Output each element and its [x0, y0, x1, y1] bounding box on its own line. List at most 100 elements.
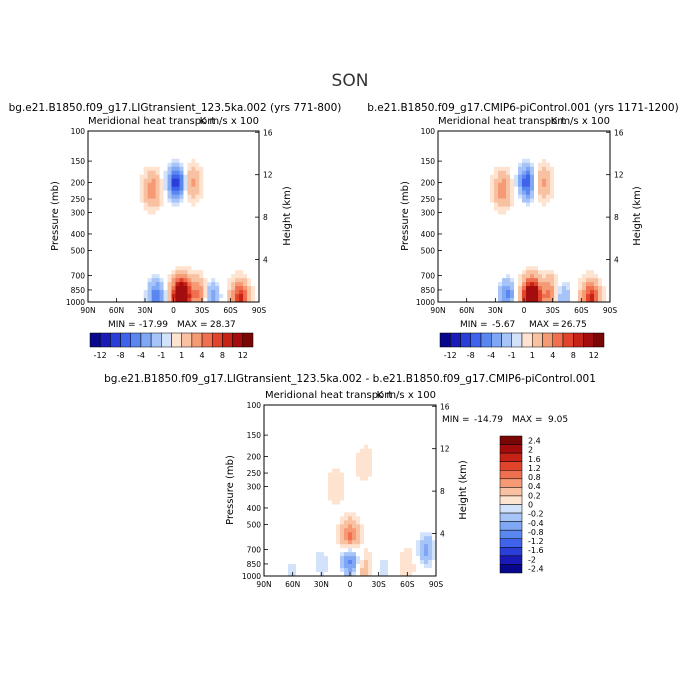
heatmap-cell: [272, 560, 277, 565]
heatmap-cell: [123, 190, 129, 196]
heatmap-cell: [466, 190, 471, 196]
heatmap-cell: [578, 182, 583, 188]
heatmap-cell: [131, 230, 137, 235]
heatmap-cell: [602, 162, 607, 168]
heatmap-cell: [167, 142, 172, 148]
heatmap-cell: [486, 170, 491, 176]
heatmap-cell: [498, 186, 503, 192]
heatmap-cell: [336, 560, 341, 565]
heatmap-cell: [474, 206, 479, 211]
heatmap-cell: [538, 158, 543, 164]
heatmap-cell: [312, 452, 317, 458]
heatmap-cell: [360, 544, 365, 549]
heatmap-cell: [538, 166, 543, 172]
heatmap-cell: [506, 222, 511, 227]
heatmap-cell: [316, 464, 321, 470]
heatmap-cell: [292, 520, 297, 525]
heatmap-cell: [324, 472, 329, 477]
heatmap-cell: [147, 178, 153, 184]
heatmap-cell: [340, 428, 345, 434]
heatmap-cell: [207, 290, 212, 295]
heatmap-cell: [272, 452, 277, 458]
heatmap-cell: [478, 266, 483, 271]
heatmap-cell: [324, 520, 329, 525]
heatmap-cell: [356, 528, 361, 533]
heatmap-cell: [155, 210, 160, 215]
heatmap-cell: [91, 150, 97, 156]
heatmap-cell: [227, 158, 232, 164]
heatmap-cell: [235, 170, 240, 176]
heatmap-cell: [288, 536, 293, 541]
heatmap-cell: [292, 512, 297, 517]
heatmap-cell: [574, 134, 579, 140]
heatmap-cell: [123, 250, 129, 255]
heatmap-cell: [494, 142, 499, 148]
heatmap-cell: [558, 286, 563, 291]
heatmap-cell: [272, 448, 277, 454]
heatmap-cell: [546, 186, 551, 192]
heatmap-cell: [546, 158, 551, 164]
heatmap-cell: [360, 504, 365, 509]
heatmap-cell: [514, 178, 519, 184]
heatmap-cell: [88, 290, 93, 295]
heatmap-cell: [95, 150, 101, 156]
heatmap-cell: [462, 242, 467, 247]
heatmap-cell: [292, 524, 297, 529]
heatmap-cell: [578, 202, 583, 207]
heatmap-cell: [103, 131, 109, 136]
heatmap-cell: [151, 154, 157, 160]
heatmap-cell: [336, 428, 341, 434]
heatmap-cell: [111, 218, 117, 223]
heatmap-cell: [478, 278, 483, 283]
heatmap-cell: [167, 186, 172, 192]
heatmap-cell: [438, 150, 443, 156]
heatmap-cell: [590, 250, 595, 255]
heatmap-cell: [111, 154, 117, 160]
heatmap-cell: [344, 488, 349, 493]
heatmap-cell: [139, 154, 145, 160]
heatmap-cell: [151, 150, 157, 156]
heatmap-cell: [103, 242, 109, 247]
heatmap-cell: [478, 270, 483, 275]
heatmap-cell: [554, 246, 559, 251]
heatmap-cell: [602, 270, 607, 275]
heatmap-cell: [91, 262, 97, 267]
heatmap-cell: [598, 258, 603, 263]
heatmap-cell: [590, 298, 595, 303]
heatmap-cell: [143, 274, 149, 279]
heatmap-cell: [159, 198, 164, 203]
heatmap-cell: [95, 146, 101, 152]
heatmap-cell: [506, 174, 511, 180]
heatmap-cell: [195, 234, 200, 239]
heatmap-cell: [498, 131, 503, 136]
heatmap-cell: [470, 298, 475, 303]
heatmap-cell: [498, 194, 503, 200]
heatmap-cell: [227, 234, 232, 239]
heatmap-cell: [566, 294, 571, 299]
heatmap-cell: [542, 250, 547, 255]
heatmap-cell: [119, 134, 125, 140]
heatmap-cell: [352, 480, 357, 485]
heatmap-cell: [127, 246, 133, 251]
heatmap-cell: [546, 282, 551, 287]
heatmap-cell: [446, 206, 451, 211]
heatmap-cell: [562, 134, 567, 140]
heatmap-cell: [167, 234, 172, 239]
heatmap-cell: [606, 222, 611, 227]
heatmap-cell: [442, 238, 447, 243]
heatmap-cell: [530, 134, 535, 140]
heatmap-cell: [328, 484, 333, 489]
heatmap-cell: [175, 138, 180, 144]
heatmap-cell: [175, 190, 180, 196]
heatmap-cell: [268, 444, 273, 450]
heatmap-cell: [348, 468, 353, 474]
heatmap-cell: [332, 432, 337, 438]
heatmap-cell: [191, 154, 196, 160]
heatmap-cell: [312, 496, 317, 501]
heatmap-cell: [227, 206, 232, 211]
heatmap-cell: [514, 278, 519, 283]
heatmap-cell: [187, 198, 192, 203]
heatmap-cell: [239, 242, 244, 247]
heatmap-cell: [442, 226, 447, 231]
heatmap-cell: [280, 496, 285, 501]
